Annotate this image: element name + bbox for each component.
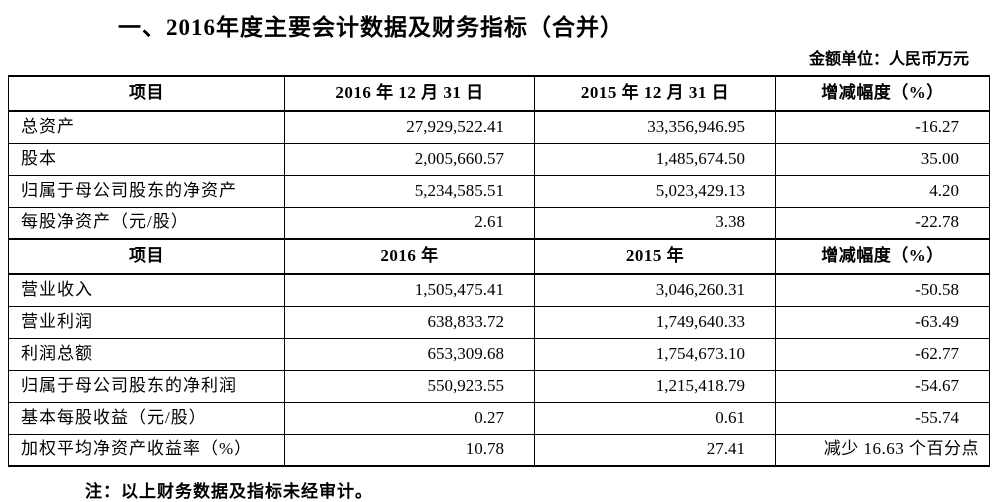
value-2016: 638,833.72 [284,305,535,339]
table-row-total-assets: 总资产 27,929,522.41 33,356,946.95 -16.27 [8,110,990,144]
value-change: 减少 16.63 个百分点 [775,433,990,467]
value-2016: 5,234,585.51 [284,174,535,208]
value-2015: 1,749,640.33 [534,305,776,339]
col-header-date-2016: 2016 年 12 月 31 日 [284,75,535,112]
financial-indicators-table: 项目 2016 年 12 月 31 日 2015 年 12 月 31 日 增减幅… [8,75,990,467]
row-label: 营业利润 [8,305,285,339]
value-2016: 550,923.55 [284,369,535,403]
table-row-basic-eps: 基本每股收益（元/股） 0.27 0.61 -55.74 [8,401,990,435]
table-row-weighted-avg-roe: 加权平均净资产收益率（%） 10.78 27.41 减少 16.63 个百分点 [8,433,990,467]
row-label: 每股净资产（元/股） [8,206,285,240]
table-header-row-balance: 项目 2016 年 12 月 31 日 2015 年 12 月 31 日 增减幅… [8,75,990,112]
value-change: -63.49 [775,305,990,339]
row-label: 加权平均净资产收益率（%） [8,433,285,467]
value-2015: 0.61 [534,401,776,435]
table-row-net-profit-parent: 归属于母公司股东的净利润 550,923.55 1,215,418.79 -54… [8,369,990,403]
value-change: -16.27 [775,110,990,144]
col-header-change: 增减幅度（%） [775,238,990,275]
value-2016: 2.61 [284,206,535,240]
row-label: 营业收入 [8,273,285,307]
row-label: 利润总额 [8,337,285,371]
row-label: 总资产 [8,110,285,144]
footnote: 注：以上财务数据及指标未经审计。 [85,482,373,501]
table-header-row-income: 项目 2016 年 2015 年 增减幅度（%） [8,238,990,275]
value-2015: 5,023,429.13 [534,174,776,208]
value-change: 4.20 [775,174,990,208]
amount-unit-label: 金额单位：人民币万元 [808,51,969,68]
value-2016: 10.78 [284,433,535,467]
value-change: -62.77 [775,337,990,371]
row-label: 归属于母公司股东的净资产 [8,174,285,208]
col-header-date-2015: 2015 年 12 月 31 日 [534,75,776,112]
value-change: 35.00 [775,142,990,176]
value-2015: 27.41 [534,433,776,467]
value-2015: 1,215,418.79 [534,369,776,403]
table-row-operating-profit: 营业利润 638,833.72 1,749,640.33 -63.49 [8,305,990,339]
value-2015: 3.38 [534,206,776,240]
table-row-operating-revenue: 营业收入 1,505,475.41 3,046,260.31 -50.58 [8,273,990,307]
table-row-total-profit: 利润总额 653,309.68 1,754,673.10 -62.77 [8,337,990,371]
value-2016: 0.27 [284,401,535,435]
table-row-share-capital: 股本 2,005,660.57 1,485,674.50 35.00 [8,142,990,176]
value-change: -50.58 [775,273,990,307]
value-change: -55.74 [775,401,990,435]
value-2016: 2,005,660.57 [284,142,535,176]
col-header-year-2015: 2015 年 [534,238,776,275]
row-label: 归属于母公司股东的净利润 [8,369,285,403]
col-header-item: 项目 [8,238,285,275]
value-change: -54.67 [775,369,990,403]
value-2016: 27,929,522.41 [284,110,535,144]
row-label: 股本 [8,142,285,176]
table-row-net-assets-parent: 归属于母公司股东的净资产 5,234,585.51 5,023,429.13 4… [8,174,990,208]
value-2015: 1,754,673.10 [534,337,776,371]
col-header-change: 增减幅度（%） [775,75,990,112]
value-2016: 653,309.68 [284,337,535,371]
value-2016: 1,505,475.41 [284,273,535,307]
value-change: -22.78 [775,206,990,240]
value-2015: 33,356,946.95 [534,110,776,144]
col-header-year-2016: 2016 年 [284,238,535,275]
page-title: 一、2016年度主要会计数据及财务指标（合并） [118,15,624,40]
value-2015: 3,046,260.31 [534,273,776,307]
table-row-net-assets-per-share: 每股净资产（元/股） 2.61 3.38 -22.78 [8,206,990,240]
value-2015: 1,485,674.50 [534,142,776,176]
row-label: 基本每股收益（元/股） [8,401,285,435]
col-header-item: 项目 [8,75,285,112]
